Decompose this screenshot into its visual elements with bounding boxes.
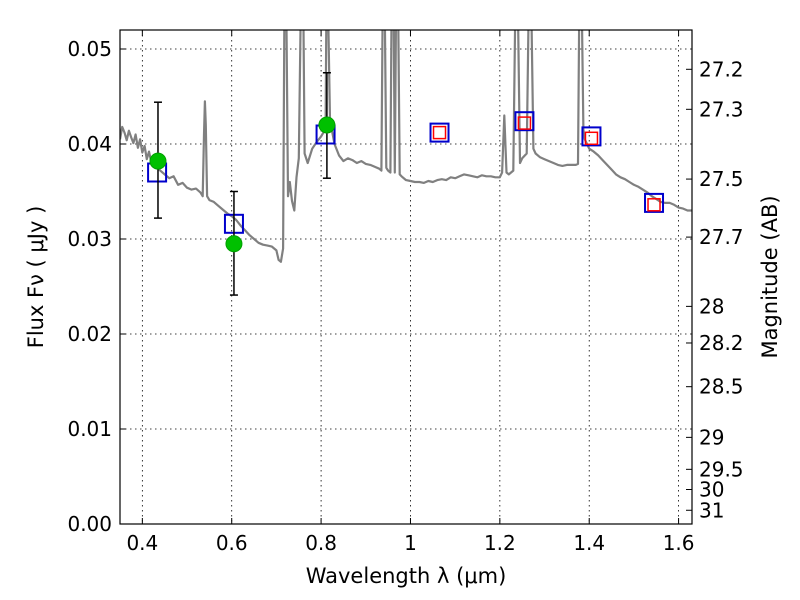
mag-tick-label: 28.5 [699,375,744,399]
x-tick-label: 1 [404,531,417,555]
y-tick-label: 0.05 [67,37,112,61]
mag-tick-label: 27.7 [699,225,744,249]
observed-point-square [517,116,532,130]
model-point-square [644,192,665,213]
observed-point-square [647,198,661,212]
marker-layer [147,72,665,296]
spectrum-line [120,30,692,263]
y2-axis-label: Magnitude (AB) [758,195,782,358]
observed-point-square [584,131,599,146]
x-tick-label: 1.2 [484,531,516,555]
observed-point-circle [225,235,243,253]
y-axis-label: Flux Fν ( μJy ) [24,206,48,349]
mag-tick-label: 31 [699,498,724,522]
x-axis-label: Wavelength λ (μm) [306,564,507,588]
mag-tick-label: 27.2 [699,57,744,81]
model-point-square [514,111,535,132]
observed-point-circle [149,152,167,170]
y-tick-label: 0.01 [67,417,112,441]
x-tick-label: 0.6 [216,531,248,555]
mag-tick-label: 30 [699,478,724,502]
mag-tick-label: 27.3 [699,97,744,121]
plot-frame [119,29,693,525]
observed-point-square [432,125,447,140]
y-tick-label: 0.04 [67,132,112,156]
x-tick-label: 0.4 [126,531,158,555]
x-tick-label: 1.4 [573,531,605,555]
mag-tick-label: 28.2 [699,331,744,355]
y-tick-label: 0.02 [67,322,112,346]
mag-tick-label: 28 [699,294,724,318]
tick-layer: 0.4 0.6 0.8 1 1.2 1.4 1.6 0.00 0.01 0.02 0.03 0.04 0… [67,30,744,555]
model-point-square [581,126,602,147]
mag-tick-label: 29.5 [699,457,744,481]
x-tick-label: 0.8 [305,531,337,555]
mag-tick-label: 27.5 [699,167,744,191]
series-layer [120,30,692,263]
model-point-square [429,122,450,143]
y-tick-label: 0.00 [67,512,112,536]
observed-point-circle [318,116,336,134]
y-tick-label: 0.03 [67,227,112,251]
mag-tick-label: 29 [699,425,724,449]
x-tick-label: 1.6 [663,531,695,555]
